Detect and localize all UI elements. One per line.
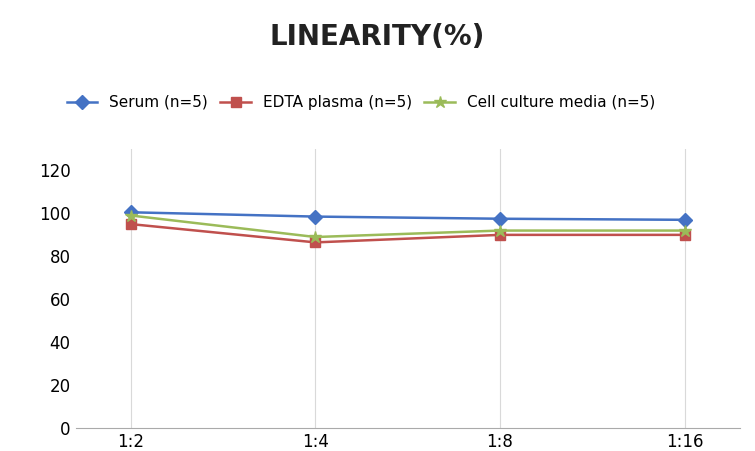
- Cell culture media (n=5): [126, 213, 135, 218]
- Cell culture media (n=5): [311, 235, 320, 240]
- EDTA plasma (n=5): [680, 232, 689, 238]
- Serum (n=5): [311, 214, 320, 219]
- Line: Serum (n=5): Serum (n=5): [126, 207, 689, 225]
- Line: EDTA plasma (n=5): EDTA plasma (n=5): [126, 219, 689, 247]
- Cell culture media (n=5): [495, 228, 504, 233]
- EDTA plasma (n=5): [495, 232, 504, 238]
- Legend: Serum (n=5), EDTA plasma (n=5), Cell culture media (n=5): Serum (n=5), EDTA plasma (n=5), Cell cul…: [60, 89, 661, 116]
- Line: Cell culture media (n=5): Cell culture media (n=5): [125, 209, 691, 243]
- Serum (n=5): [126, 210, 135, 215]
- Serum (n=5): [680, 217, 689, 222]
- EDTA plasma (n=5): [126, 221, 135, 227]
- Text: LINEARITY(%): LINEARITY(%): [270, 23, 485, 51]
- Cell culture media (n=5): [680, 228, 689, 233]
- EDTA plasma (n=5): [311, 239, 320, 245]
- Serum (n=5): [495, 216, 504, 221]
